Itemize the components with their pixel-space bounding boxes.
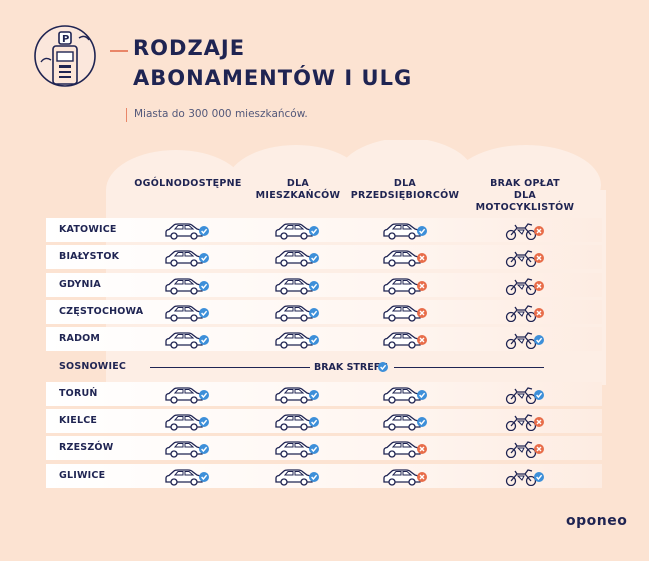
svg-text:P: P — [62, 34, 69, 45]
table-row: BIAŁYSTOK — [46, 245, 602, 270]
city-name: CZĘSTOCHOWA — [59, 305, 144, 317]
divider — [150, 366, 310, 368]
car-cross-icon — [383, 469, 427, 486]
car-cross-icon — [383, 305, 427, 322]
table-row: TORUŃ — [46, 381, 602, 406]
divider — [394, 366, 544, 368]
row-background — [46, 409, 602, 434]
table-row: GDYNIA — [46, 272, 602, 297]
city-name: SOSNOWIEC — [59, 360, 127, 372]
car-check-icon — [275, 469, 319, 486]
title-line-2: ABONAMENTÓW I ULG — [133, 66, 413, 90]
city-name: RZESZÓW — [59, 442, 114, 454]
city-name: KIELCE — [59, 415, 98, 427]
car-cross-icon — [383, 441, 427, 459]
table-row: KATOWICE — [46, 218, 602, 242]
car-check-icon — [165, 414, 209, 431]
car-check-icon — [275, 441, 319, 459]
motorcycle-cross-icon — [505, 414, 544, 432]
city-name: GDYNIA — [59, 278, 101, 290]
car-check-icon — [165, 469, 209, 486]
city-name: GLIWICE — [59, 469, 106, 481]
column-header-business: DLA PRZEDSIĘBIORCÓW — [350, 178, 460, 201]
city-name: BIAŁYSTOK — [59, 251, 120, 263]
car-check-icon — [275, 277, 319, 295]
car-cross-icon — [383, 332, 427, 349]
motorcycle-cross-icon — [505, 250, 544, 268]
motorcycle-cross-icon — [505, 305, 544, 322]
parking-meter-icon: P — [34, 25, 96, 87]
car-check-icon — [165, 250, 209, 267]
car-cross-icon — [383, 250, 427, 267]
car-check-icon — [165, 387, 209, 404]
table-row: KIELCE — [46, 409, 602, 434]
subtitle-accent — [126, 108, 127, 122]
car-check-icon — [165, 305, 209, 322]
column-header-residents: DLA MIESZKAŃCÓW — [255, 178, 341, 201]
motorcycle-check-icon — [505, 468, 544, 486]
row-background — [46, 463, 602, 488]
row-background — [46, 327, 602, 352]
row-background — [46, 218, 602, 242]
car-check-icon — [275, 332, 319, 349]
table-row: RZESZÓW — [46, 436, 602, 461]
car-check-icon — [165, 277, 209, 295]
column-header-public: OGÓLNODOSTĘPNE — [134, 178, 242, 189]
row-background — [46, 436, 602, 461]
check-icon — [378, 361, 388, 372]
motorcycle-cross-icon — [505, 441, 544, 459]
title-line-1: RODZAJE — [133, 36, 246, 60]
car-check-icon — [383, 387, 427, 404]
table-row: GLIWICE — [46, 463, 602, 488]
table-row: RADOM — [46, 327, 602, 352]
car-check-icon — [165, 332, 209, 349]
city-name: RADOM — [59, 333, 101, 345]
car-check-icon — [275, 250, 319, 267]
motorcycle-check-icon — [505, 332, 544, 350]
column-header-motorcycles: BRAK OPŁAT DLA MOTOCYKLISTÓW — [475, 178, 575, 213]
motorcycle-check-icon — [505, 387, 544, 404]
no-zone-label: BRAK STREFY — [314, 361, 388, 373]
motorcycle-cross-icon — [505, 223, 544, 240]
car-check-icon — [165, 223, 209, 240]
car-check-icon — [383, 414, 427, 431]
row-background — [46, 299, 602, 324]
title-accent — [110, 50, 128, 52]
car-check-icon — [275, 305, 319, 322]
city-name: TORUŃ — [59, 387, 98, 399]
car-check-icon — [275, 414, 319, 431]
brand-logo: oponeo — [566, 513, 628, 529]
motorcycle-cross-icon — [505, 277, 544, 295]
car-check-icon — [165, 441, 209, 459]
row-background — [46, 381, 602, 406]
table-row: SOSNOWIEC BRAK STREFY — [46, 355, 602, 379]
car-check-icon — [275, 387, 319, 404]
car-check-icon — [275, 223, 319, 240]
car-cross-icon — [383, 277, 427, 295]
row-background — [46, 272, 602, 297]
car-check-icon — [383, 223, 427, 240]
city-name: KATOWICE — [59, 224, 117, 235]
table-row: CZĘSTOCHOWA — [46, 299, 602, 324]
row-background — [46, 245, 602, 270]
subtitle: Miasta do 300 000 mieszkańców. — [134, 108, 308, 120]
